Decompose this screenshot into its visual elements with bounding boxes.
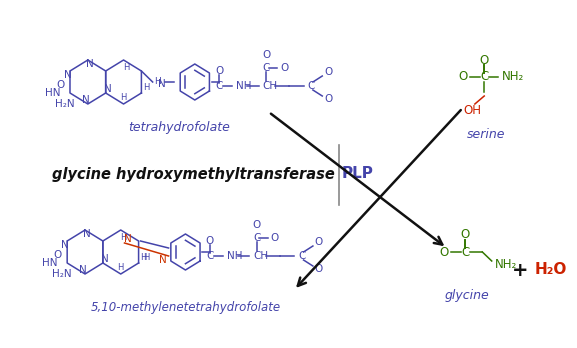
Text: H: H xyxy=(143,253,149,262)
Text: O: O xyxy=(461,229,470,242)
Text: O: O xyxy=(439,245,449,259)
Text: glycine hydroxymethyltransferase: glycine hydroxymethyltransferase xyxy=(51,166,334,182)
Text: HN: HN xyxy=(42,258,58,268)
Text: C: C xyxy=(298,251,305,261)
Text: O: O xyxy=(253,220,261,230)
Text: O: O xyxy=(54,250,62,260)
Text: N: N xyxy=(101,254,108,264)
Text: N: N xyxy=(61,240,69,250)
Text: O: O xyxy=(324,67,332,77)
Text: H: H xyxy=(118,262,124,271)
Text: N: N xyxy=(86,59,93,69)
Text: C: C xyxy=(253,233,260,243)
Text: C: C xyxy=(462,245,470,259)
Text: O: O xyxy=(215,66,223,76)
Text: O: O xyxy=(57,80,65,90)
Text: C: C xyxy=(263,63,269,73)
Text: H: H xyxy=(155,78,161,87)
Text: serine: serine xyxy=(467,128,505,142)
Text: O: O xyxy=(280,63,288,73)
Text: H₂O: H₂O xyxy=(534,262,567,277)
Text: N: N xyxy=(79,265,87,275)
Text: C: C xyxy=(206,251,213,261)
Text: C: C xyxy=(215,81,223,91)
Text: O: O xyxy=(324,94,332,104)
Text: C: C xyxy=(480,71,488,84)
Text: 5,10-methylenetetrahydrofolate: 5,10-methylenetetrahydrofolate xyxy=(91,301,282,315)
Text: H: H xyxy=(121,93,127,102)
Text: tetrahydrofolate: tetrahydrofolate xyxy=(128,121,230,134)
Text: N: N xyxy=(125,234,132,244)
Text: C: C xyxy=(308,81,314,91)
Text: N: N xyxy=(104,84,111,94)
Text: H₂N: H₂N xyxy=(53,269,72,279)
Text: N: N xyxy=(83,229,91,239)
Text: H: H xyxy=(121,232,127,242)
Text: N: N xyxy=(159,255,167,265)
Text: O: O xyxy=(271,233,279,243)
Text: N: N xyxy=(158,79,166,89)
Text: O: O xyxy=(205,236,214,246)
Text: H: H xyxy=(143,84,149,93)
Text: PLP: PLP xyxy=(342,166,374,182)
Text: N: N xyxy=(64,70,72,80)
Text: O: O xyxy=(262,50,270,60)
Text: OH: OH xyxy=(463,103,481,117)
Text: NH₂: NH₂ xyxy=(494,259,517,271)
Text: O: O xyxy=(479,54,489,66)
Text: NH: NH xyxy=(236,81,252,91)
Text: NH: NH xyxy=(227,251,242,261)
Text: O: O xyxy=(315,237,323,247)
Text: O: O xyxy=(458,71,467,84)
Text: H₂N: H₂N xyxy=(55,99,74,109)
Text: CH: CH xyxy=(253,251,268,261)
Text: N: N xyxy=(82,95,90,105)
Text: HN: HN xyxy=(45,88,61,98)
Text: glycine: glycine xyxy=(445,288,490,301)
Text: CH: CH xyxy=(263,81,278,91)
Text: O: O xyxy=(315,264,323,274)
Text: H: H xyxy=(140,253,147,262)
Text: +: + xyxy=(512,261,528,279)
Text: NH₂: NH₂ xyxy=(502,71,524,84)
Text: H: H xyxy=(123,63,130,71)
